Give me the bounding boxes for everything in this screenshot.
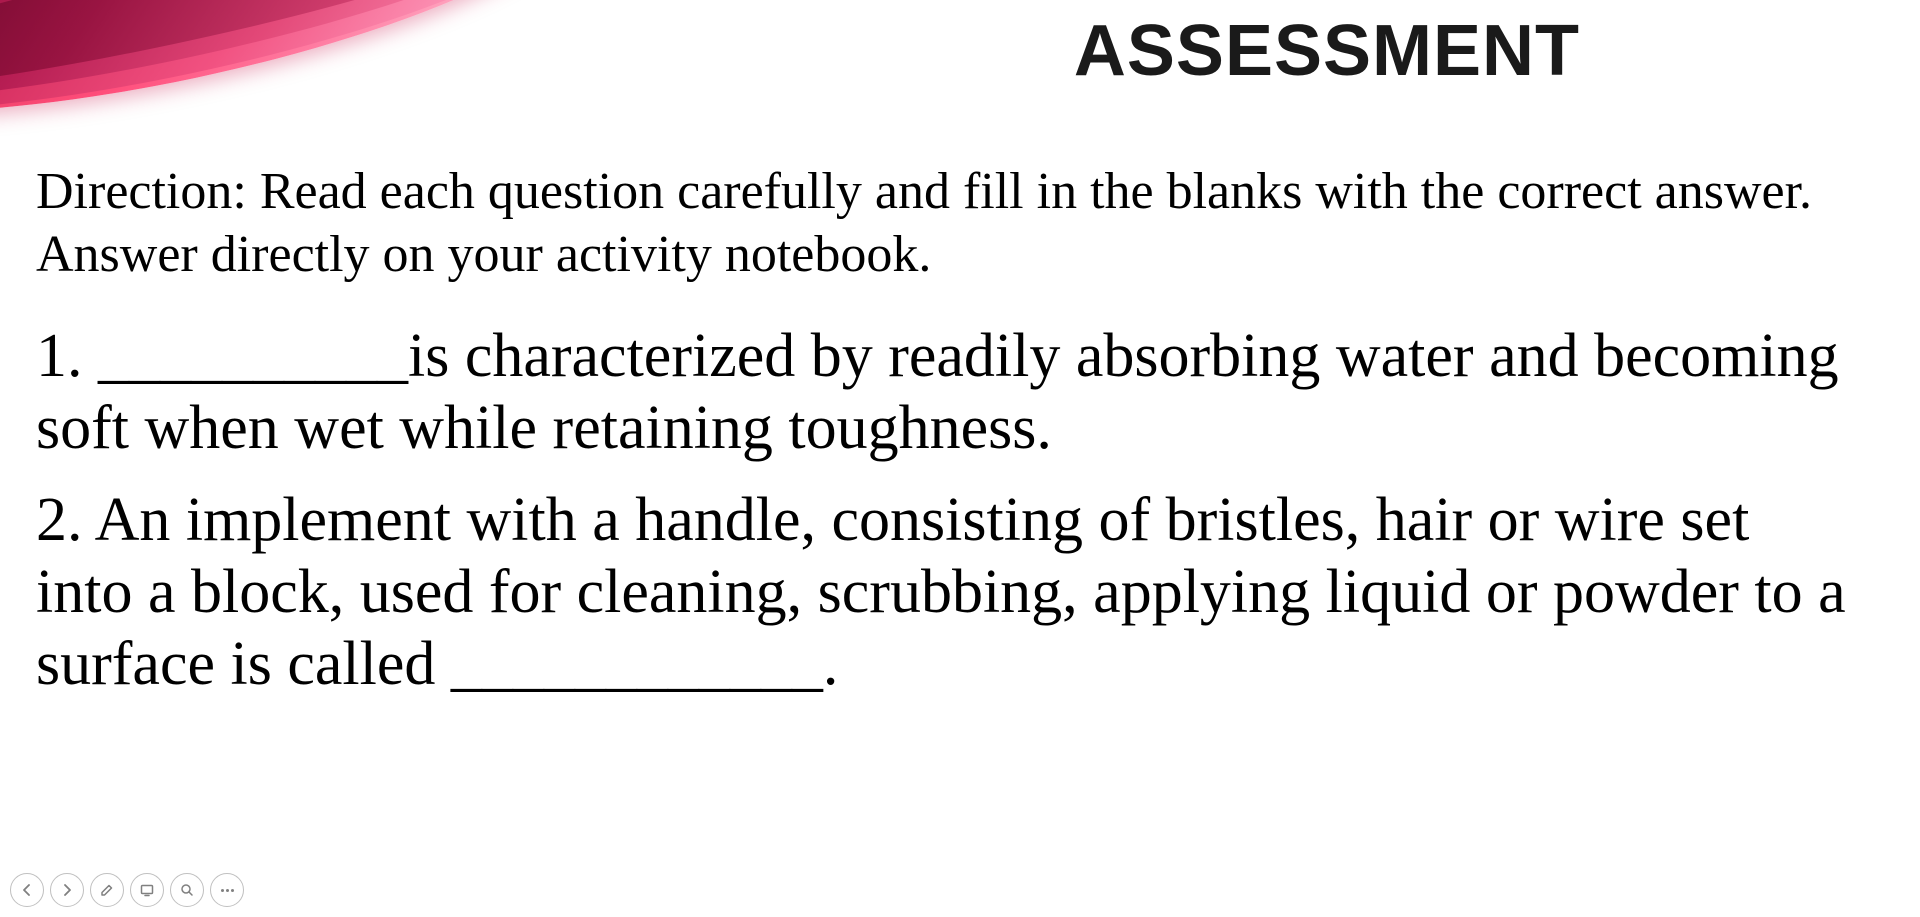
screen-icon: [139, 882, 155, 898]
slide-content: Direction: Read each question carefully …: [36, 160, 1860, 720]
question-1: 1. __________is characterized by readily…: [36, 321, 1860, 465]
presentation-controls: [10, 873, 244, 907]
zoom-button[interactable]: [170, 873, 204, 907]
zoom-icon: [179, 882, 195, 898]
prev-button[interactable]: [10, 873, 44, 907]
swoosh-layer-3: [0, 0, 564, 140]
question-2: 2. An implement with a handle, consistin…: [36, 485, 1860, 701]
slide-title: ASSESSMENT: [1074, 10, 1580, 92]
swoosh-layer-4: [0, 0, 535, 121]
swoosh-layer-2: [0, 0, 593, 158]
more-icon: [221, 889, 234, 892]
question-2-text: 2. An implement with a handle, consistin…: [36, 485, 1860, 701]
pen-icon: [99, 882, 115, 898]
corner-decoration: [0, 0, 520, 140]
chevron-right-icon: [59, 882, 75, 898]
next-button[interactable]: [50, 873, 84, 907]
screen-button[interactable]: [130, 873, 164, 907]
direction-text: Direction: Read each question carefully …: [36, 160, 1860, 287]
more-button[interactable]: [210, 873, 244, 907]
question-1-text: 1. __________is characterized by readily…: [36, 321, 1860, 465]
swoosh-layer-1: [0, 0, 612, 166]
pen-button[interactable]: [90, 873, 124, 907]
chevron-left-icon: [19, 882, 35, 898]
